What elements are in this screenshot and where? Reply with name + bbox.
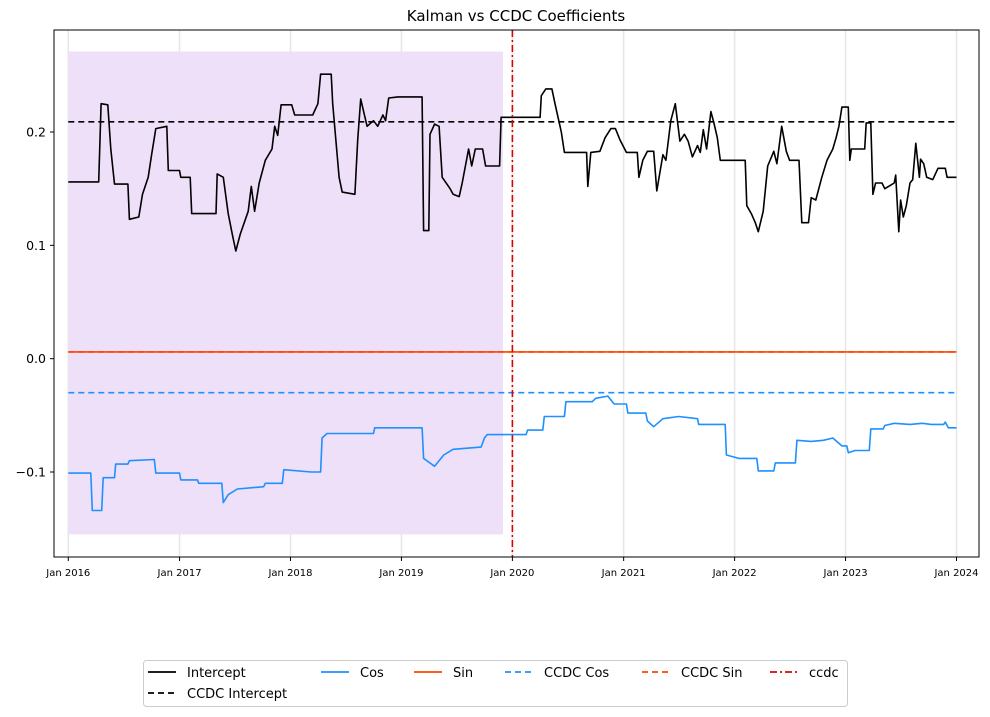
series-lines [68, 30, 957, 557]
legend: Intercept CCDC Intercept Cos Sin CCDC Cos CCD… [143, 660, 848, 707]
legend-label-sin: Sin [453, 666, 473, 681]
legend-label-intercept: Intercept [187, 666, 246, 681]
series-line-intercept [68, 73, 957, 252]
x-tick-label-2: Jan 2018 [267, 568, 312, 579]
plot-frame [53, 29, 980, 558]
legend-box [143, 660, 848, 707]
y-tick-label-1: 0.0 [26, 351, 46, 366]
legend-label-ccdc-intercept: CCDC Intercept [187, 687, 287, 702]
legend-label-cos: Cos [360, 666, 384, 681]
y-tick-label-3: 0.2 [26, 125, 46, 140]
x-tick-label-4: Jan 2020 [489, 568, 534, 579]
axes: Jan 2016 Jan 2017 Jan 2018 Jan 2019 Jan 2020… [16, 29, 980, 579]
chart-title: Kalman vs CCDC Coefficients [407, 7, 626, 25]
y-tick-label-0: −0.1 [16, 465, 46, 480]
legend-label-ccdc: ccdc [809, 666, 839, 681]
legend-label-ccdc-cos: CCDC Cos [544, 666, 609, 681]
x-tick-label-8: Jan 2024 [933, 568, 978, 579]
y-tick-label-2: 0.1 [26, 238, 46, 253]
x-tick-label-1: Jan 2017 [157, 568, 202, 579]
legend-label-ccdc-sin: CCDC Sin [681, 666, 742, 681]
series-line-cos [68, 395, 957, 512]
x-tick-label-6: Jan 2022 [712, 568, 757, 579]
x-tick-label-0: Jan 2016 [45, 568, 90, 579]
x-tick-label-5: Jan 2021 [601, 568, 646, 579]
x-tick-label-3: Jan 2019 [378, 568, 423, 579]
x-tick-label-7: Jan 2023 [823, 568, 868, 579]
